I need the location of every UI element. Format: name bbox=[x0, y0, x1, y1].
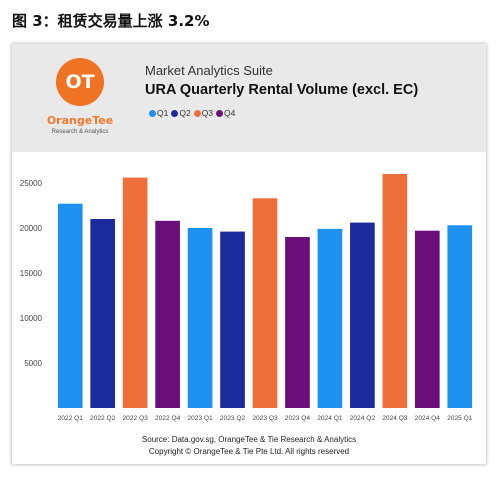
x-tick-label-11: 2024 Q4 bbox=[415, 415, 441, 422]
chart-card: OT OrangeTee Research & Analytics Market… bbox=[12, 44, 486, 464]
x-tick-label-8: 2024 Q1 bbox=[317, 415, 343, 422]
legend-dot-q1 bbox=[149, 109, 156, 117]
legend-label-q3: Q3 bbox=[201, 108, 214, 118]
y-tick-label-2: 15000 bbox=[20, 269, 43, 278]
chart-header: OT OrangeTee Research & Analytics Market… bbox=[12, 44, 486, 152]
bar-2023-q4 bbox=[285, 237, 310, 408]
y-tick-label-0: 5000 bbox=[24, 359, 42, 368]
bar-2022-q3 bbox=[122, 177, 148, 408]
source-note: Source: Data.gov.sg, OrangeTee & Tie Res… bbox=[141, 435, 357, 444]
legend-label-q2: Q2 bbox=[179, 108, 191, 118]
x-tick-label-4: 2023 Q1 bbox=[187, 415, 213, 422]
bar-2024-q2 bbox=[350, 222, 375, 408]
chart-title: URA Quarterly Rental Volume (excl. EC) bbox=[145, 82, 419, 98]
bar-2022-q1 bbox=[57, 203, 83, 408]
legend-dot-q2 bbox=[171, 109, 179, 117]
bar-2022-q2 bbox=[90, 219, 116, 408]
y-tick-label-3: 20000 bbox=[20, 224, 43, 233]
bar-2023-q3 bbox=[252, 198, 278, 408]
chart-legend: Q1 Q2 Q3 Q4 bbox=[149, 108, 235, 118]
x-tick-label-9: 2024 Q2 bbox=[350, 415, 376, 422]
legend-item-q3: Q3 bbox=[193, 108, 214, 118]
x-tick-label-0: 2022 Q1 bbox=[58, 415, 84, 422]
x-tick-label-3: 2022 Q4 bbox=[155, 415, 181, 422]
x-tick-label-1: 2022 Q2 bbox=[90, 415, 116, 422]
bar-2023-q1 bbox=[187, 228, 213, 408]
chart-footer: Source: Data.gov.sg, OrangeTee & Tie Res… bbox=[12, 434, 486, 458]
y-tick-label-1: 10000 bbox=[20, 314, 43, 323]
bar-2024-q3 bbox=[382, 174, 408, 408]
legend-item-q1: Q1 bbox=[149, 108, 168, 118]
bar-chart: 5000 10000 15000 20000 25000 2022 Q1 2022 Q2 20… bbox=[20, 174, 473, 422]
legend-dot-q4 bbox=[216, 109, 224, 117]
bar-2025-q1 bbox=[447, 225, 473, 408]
bar-2023-q2 bbox=[220, 231, 245, 408]
y-tick-label-4: 25000 bbox=[20, 179, 43, 188]
legend-item-q2: Q2 bbox=[171, 108, 191, 118]
logo-subtitle: Research & Analytics bbox=[51, 129, 109, 135]
legend-dot-q3 bbox=[193, 109, 201, 117]
x-tick-label-7: 2023 Q4 bbox=[285, 415, 311, 422]
copyright-note: Copyright © OrangeTee & Tie Pte Ltd. All… bbox=[148, 447, 350, 456]
bar-2024-q4 bbox=[414, 230, 440, 408]
logo-name: OrangeTee bbox=[46, 114, 114, 127]
x-tick-label-12: 2025 Q1 bbox=[447, 415, 473, 422]
legend-item-q4: Q4 bbox=[216, 108, 235, 118]
orangetee-logo-icon: OT bbox=[56, 58, 104, 106]
x-tick-label-6: 2023 Q3 bbox=[252, 415, 278, 422]
suite-name: Market Analytics Suite bbox=[145, 63, 273, 78]
x-tick-label-10: 2024 Q3 bbox=[382, 415, 408, 422]
x-tick-label-5: 2023 Q2 bbox=[220, 415, 246, 422]
x-tick-label-2: 2022 Q3 bbox=[123, 415, 149, 422]
bar-2024-q1 bbox=[317, 228, 343, 408]
legend-label-q4: Q4 bbox=[224, 108, 236, 118]
legend-label-q1: Q1 bbox=[157, 108, 169, 118]
figure-caption: 图 3：租赁交易量上涨 3.2% bbox=[12, 12, 210, 30]
bar-2022-q4 bbox=[155, 220, 180, 408]
